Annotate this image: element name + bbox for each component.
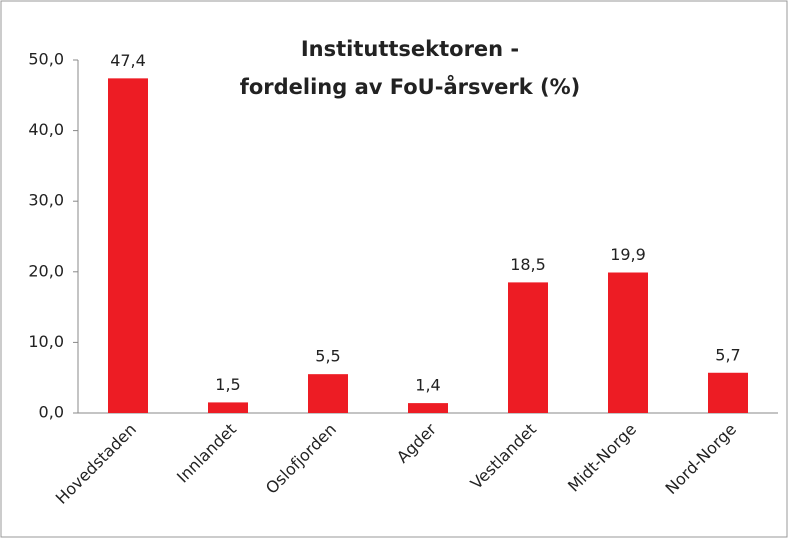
bar (608, 272, 648, 413)
chart-title: Instituttsektoren - (301, 37, 519, 61)
bar (208, 402, 248, 413)
data-label: 19,9 (610, 245, 646, 264)
y-tick-label: 50,0 (28, 50, 64, 69)
y-tick-label: 30,0 (28, 191, 64, 210)
data-label: 18,5 (510, 255, 546, 274)
y-tick-label: 0,0 (39, 403, 64, 422)
bar (508, 282, 548, 413)
data-label: 47,4 (110, 51, 146, 70)
bar (108, 78, 148, 413)
y-tick-label: 40,0 (28, 120, 64, 139)
chart-title: fordeling av FoU-årsverk (%) (240, 74, 581, 99)
bar (408, 403, 448, 413)
data-label: 5,7 (715, 345, 740, 364)
y-tick-label: 20,0 (28, 261, 64, 280)
y-tick-label: 10,0 (28, 332, 64, 351)
data-label: 5,5 (315, 347, 340, 366)
data-label: 1,5 (215, 375, 240, 394)
data-label: 1,4 (415, 376, 440, 395)
bar (708, 372, 748, 413)
bar (308, 374, 348, 413)
